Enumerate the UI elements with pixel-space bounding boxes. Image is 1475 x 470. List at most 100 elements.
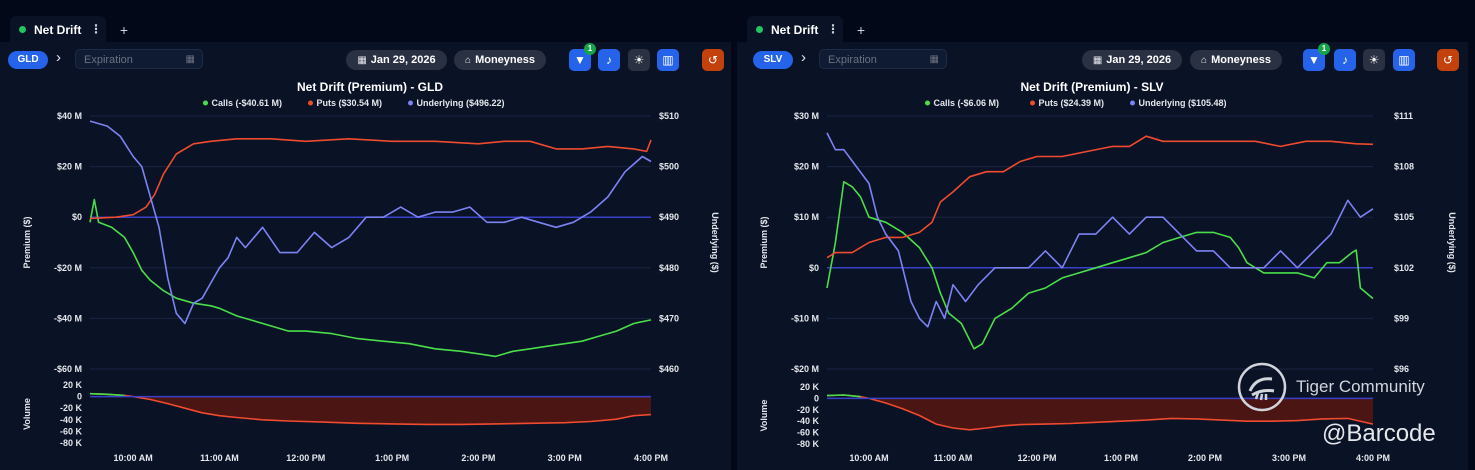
date-label: Jan 29, 2026 <box>370 54 436 66</box>
volume-line <box>89 392 652 426</box>
right-tick-label: $96 <box>1394 364 1409 374</box>
legend-calls: Calls (-$6.06 M) <box>934 98 1000 108</box>
tab-net-drift[interactable]: Net Drift ⋮ <box>10 16 106 44</box>
chevron-right-icon[interactable]: › <box>801 49 806 66</box>
insight-button[interactable]: ☀ <box>1363 49 1385 71</box>
alert-button[interactable]: ♪ <box>598 49 620 71</box>
filter-count-badge: 1 <box>1318 43 1330 55</box>
chart-settings-button[interactable]: ▥ <box>1393 49 1415 71</box>
left-tick-label: -$60 M <box>54 364 82 374</box>
legend-puts-marker <box>308 100 313 106</box>
expiration-input[interactable]: Expiration ▦ <box>75 49 203 69</box>
add-tab-button[interactable]: + <box>119 22 129 38</box>
x-tick-label: 12:00 PM <box>1017 453 1056 463</box>
left-tick-label: $30 M <box>794 111 819 121</box>
bell-icon: ♪ <box>1342 53 1348 67</box>
history-icon: ↺ <box>1442 53 1454 67</box>
x-tick-label: 4:00 PM <box>634 453 668 463</box>
left-tick-label: $0 <box>809 263 819 273</box>
right-tick-label: $470 <box>659 313 679 323</box>
legend-calls-marker <box>203 100 208 106</box>
left-tick-label: $20 M <box>794 162 819 172</box>
filter-button[interactable]: ▼ 1 <box>1303 43 1330 71</box>
lock-icon: ⌂ <box>1201 55 1208 66</box>
tab-title: Net Drift <box>34 23 82 37</box>
x-tick-label: 1:00 PM <box>1104 453 1138 463</box>
filter-icon: ▼ <box>574 53 586 67</box>
legend-underlying-marker <box>1130 100 1135 106</box>
x-tick-label: 11:00 AM <box>934 453 973 463</box>
add-tab-button[interactable]: + <box>856 22 866 38</box>
x-tick-label: 10:00 AM <box>114 453 153 463</box>
ticker-badge[interactable]: GLD <box>8 51 48 69</box>
history-icon: ↺ <box>707 53 719 67</box>
right-tick-label: $102 <box>1394 263 1414 273</box>
moneyness-label: Moneyness <box>475 54 535 66</box>
chart-settings-button[interactable]: ▥ <box>657 49 679 71</box>
volume-tick-label: -60 K <box>60 426 83 436</box>
alert-button[interactable]: ♪ <box>1334 49 1356 71</box>
y-axis-label-right: Underlying ($) <box>1447 212 1457 273</box>
calendar-icon: ▦ <box>185 54 195 65</box>
filter-button[interactable]: ▼ 1 <box>569 43 596 71</box>
left-tick-label: $20 M <box>57 162 82 172</box>
right-tick-label: $480 <box>659 263 679 273</box>
right-tick-label: $460 <box>659 364 679 374</box>
ticker-badge[interactable]: SLV <box>753 51 793 69</box>
tab-menu-icon[interactable]: ⋮ <box>827 22 839 36</box>
chart-title: Net Drift (Premium) - GLD <box>297 80 443 94</box>
series-line-underlying <box>826 132 1374 328</box>
tab-bar: Net Drift ⋮ + <box>737 0 1468 44</box>
volume-area <box>827 398 1373 430</box>
volume-positive-line <box>89 392 125 397</box>
series-line-calls <box>89 198 652 358</box>
tab-title: Net Drift <box>771 23 819 37</box>
x-tick-label: 10:00 AM <box>849 453 888 463</box>
right-tick-label: $99 <box>1394 313 1409 323</box>
net-drift-chart: Net Drift (Premium) - SLV Calls (-$6.06 M… <box>759 80 1457 463</box>
tab-menu-icon[interactable]: ⋮ <box>90 22 102 36</box>
volume-tick-label: 20 K <box>63 380 83 390</box>
x-tick-label: 4:00 PM <box>1356 453 1390 463</box>
history-button[interactable]: ↺ <box>702 49 724 71</box>
x-tick-label: 3:00 PM <box>1272 453 1306 463</box>
left-tick-label: -$40 M <box>54 313 82 323</box>
left-tick-label: -$20 M <box>54 263 82 273</box>
date-picker-button[interactable]: ▦ Jan 29, 2026 <box>1082 50 1182 70</box>
tab-net-drift[interactable]: Net Drift ⋮ <box>747 16 843 44</box>
volume-tick-label: -20 K <box>60 403 83 413</box>
legend-calls: Calls (-$40.61 M) <box>212 98 283 108</box>
history-button[interactable]: ↺ <box>1437 49 1459 71</box>
chevron-right-icon[interactable]: › <box>56 49 61 66</box>
legend-underlying: Underlying ($496.22) <box>417 98 505 108</box>
y-axis-label-left: Premium ($) <box>22 216 32 268</box>
volume-tick-label: -80 K <box>797 439 820 449</box>
left-tick-label: $10 M <box>794 212 819 222</box>
calendar-icon: ▦ <box>929 54 939 65</box>
legend-underlying: Underlying ($105.48) <box>1139 98 1227 108</box>
lightbulb-icon: ☀ <box>1368 53 1380 67</box>
legend-puts: Puts ($24.39 M) <box>1039 98 1105 108</box>
volume-tick-label: -40 K <box>797 416 820 426</box>
insight-button[interactable]: ☀ <box>628 49 650 71</box>
right-tick-label: $490 <box>659 212 679 222</box>
tab-bar: Net Drift ⋮ + <box>0 0 731 44</box>
date-picker-button[interactable]: ▦ Jan 29, 2026 <box>346 50 447 70</box>
calendar-icon: ▦ <box>357 55 367 66</box>
volume-line <box>826 394 1374 431</box>
expiration-input[interactable]: Expiration ▦ <box>819 49 947 69</box>
x-tick-label: 12:00 PM <box>286 453 325 463</box>
volume-tick-label: -60 K <box>797 428 820 438</box>
y-axis-label-volume: Volume <box>22 398 32 430</box>
right-tick-label: $500 <box>659 162 679 172</box>
expiration-placeholder: Expiration <box>828 54 877 66</box>
volume-tick-label: -80 K <box>60 438 83 448</box>
net-drift-panel-gld: Net Drift ⋮ + GLD › Expiration ▦ ▦ Jan 29… <box>0 0 731 470</box>
y-axis-label-right: Underlying ($) <box>710 212 720 273</box>
status-dot-icon <box>756 26 763 33</box>
moneyness-button[interactable]: ⌂ Moneyness <box>1190 50 1282 70</box>
moneyness-button[interactable]: ⌂ Moneyness <box>454 50 546 70</box>
y-axis-label-left: Premium ($) <box>759 216 769 268</box>
series-line-calls <box>826 181 1374 350</box>
x-tick-label: 3:00 PM <box>548 453 582 463</box>
